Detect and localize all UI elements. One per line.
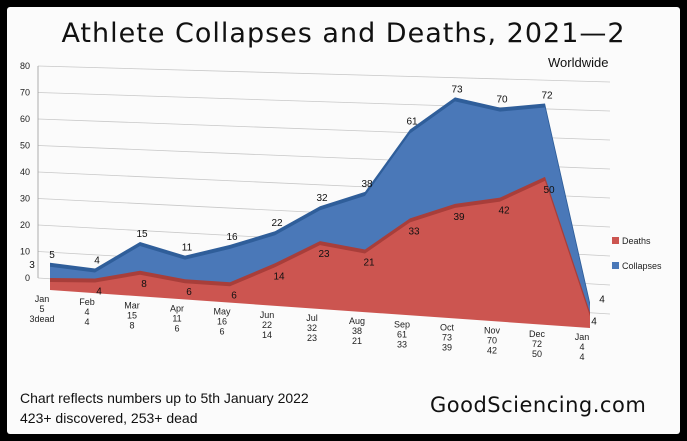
deaths-data-label: 14 xyxy=(273,271,285,282)
deaths-data-label: 8 xyxy=(141,279,147,290)
y-tick-label: 30 xyxy=(20,194,30,204)
x-tick-label: Dec xyxy=(529,329,546,339)
chart-title: Athlete Collapses and Deaths, 2021—2 xyxy=(61,18,626,49)
x-tick-label: Jan xyxy=(575,332,590,342)
x-tick-label: Aug xyxy=(349,316,365,326)
deaths-area xyxy=(50,180,590,328)
legend-label: Collapses xyxy=(622,261,662,271)
x-tick-sublabel: 32 xyxy=(307,323,317,333)
x-tick-label: Mar xyxy=(124,300,140,310)
collapses-data-label: 22 xyxy=(271,218,283,229)
x-tick-label: Jan xyxy=(35,294,50,304)
deaths-data-label: 21 xyxy=(363,257,375,268)
deaths-data-label: 50 xyxy=(543,185,555,196)
y-tick-label: 70 xyxy=(20,88,30,98)
collapses-data-label: 11 xyxy=(182,243,193,254)
y-tick-label: 40 xyxy=(20,167,30,177)
collapses-data-label: 73 xyxy=(451,84,463,95)
collapses-data-label: 61 xyxy=(406,117,418,128)
legend-label: Deaths xyxy=(622,236,651,246)
deaths-data-label: 23 xyxy=(318,249,330,260)
x-tick-sublabel: 14 xyxy=(262,330,272,340)
x-tick-sublabel: 70 xyxy=(487,336,497,346)
x-tick-sublabel: 16 xyxy=(217,317,227,327)
x-tick-sublabel: 61 xyxy=(397,329,407,339)
deaths-data-label: 3 xyxy=(29,260,35,271)
collapses-data-label: 72 xyxy=(541,91,553,102)
collapses-data-label: 15 xyxy=(136,229,148,240)
gridline xyxy=(37,65,611,83)
legend-swatch xyxy=(612,237,619,244)
deaths-data-label: 4 xyxy=(591,316,597,327)
deaths-data-label: 42 xyxy=(498,206,510,217)
x-tick-sublabel: 21 xyxy=(352,336,362,346)
x-tick-sublabel: 73 xyxy=(442,333,452,343)
x-tick-sublabel: 8 xyxy=(129,320,134,330)
y-tick-label: 80 xyxy=(20,61,30,71)
x-tick-sublabel: 3dead xyxy=(29,314,54,324)
x-tick-label: May xyxy=(213,307,231,317)
footnote-totals: 423+ discovered, 253+ dead xyxy=(20,410,198,426)
collapses-data-label: 38 xyxy=(361,179,373,190)
y-tick-label: 60 xyxy=(20,114,30,124)
x-tick-sublabel: 4 xyxy=(579,342,584,352)
x-tick-sublabel: 72 xyxy=(532,339,542,349)
x-tick-label: Jul xyxy=(306,313,318,323)
x-tick-sublabel: 4 xyxy=(579,352,584,362)
x-tick-sublabel: 39 xyxy=(442,343,452,353)
deaths-data-label: 33 xyxy=(408,226,420,237)
chart-subtitle: Worldwide xyxy=(548,55,609,70)
collapses-data-label: 70 xyxy=(496,95,508,106)
y-tick-label: 0 xyxy=(25,273,30,283)
x-tick-sublabel: 42 xyxy=(487,346,497,356)
y-tick-label: 20 xyxy=(20,220,30,230)
deaths-data-label: 6 xyxy=(186,287,192,298)
footnote-date: Chart reflects numbers up to 5th January… xyxy=(20,390,309,406)
deaths-data-label: 39 xyxy=(453,212,465,223)
x-tick-sublabel: 38 xyxy=(352,326,362,336)
brand-watermark: GoodSciencing.com xyxy=(430,393,647,417)
x-tick-sublabel: 15 xyxy=(127,310,137,320)
x-tick-sublabel: 22 xyxy=(262,320,272,330)
x-tick-sublabel: 50 xyxy=(532,349,542,359)
x-tick-sublabel: 33 xyxy=(397,339,407,349)
x-tick-label: Sep xyxy=(394,319,410,329)
collapses-data-label: 16 xyxy=(226,232,238,243)
x-tick-label: Feb xyxy=(79,297,95,307)
x-tick-label: Apr xyxy=(170,304,184,314)
x-tick-sublabel: 6 xyxy=(219,327,224,337)
x-tick-sublabel: 4 xyxy=(84,317,89,327)
deaths-data-label: 6 xyxy=(231,290,237,301)
x-tick-label: Oct xyxy=(440,323,455,333)
x-tick-sublabel: 11 xyxy=(172,314,181,324)
collapses-data-label: 5 xyxy=(49,250,55,261)
legend-swatch xyxy=(612,262,619,269)
collapses-data-label: 4 xyxy=(599,294,605,305)
y-tick-label: 10 xyxy=(20,247,30,257)
x-tick-sublabel: 4 xyxy=(84,307,89,317)
x-tick-sublabel: 5 xyxy=(39,304,44,314)
collapses-data-label: 32 xyxy=(316,193,328,204)
x-tick-label: Jun xyxy=(260,310,275,320)
deaths-data-label: 4 xyxy=(96,286,102,297)
collapses-data-label: 4 xyxy=(94,255,100,266)
x-tick-sublabel: 6 xyxy=(174,324,179,334)
y-tick-label: 50 xyxy=(20,141,30,151)
x-tick-label: Nov xyxy=(484,326,501,336)
x-tick-sublabel: 23 xyxy=(307,333,317,343)
